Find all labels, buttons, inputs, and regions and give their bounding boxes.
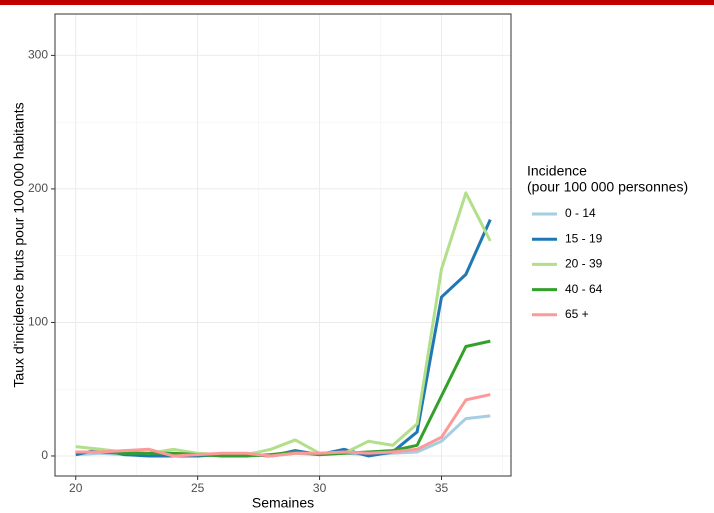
x-tick-label: 30 [313,481,327,495]
x-tick-label: 35 [435,481,449,495]
legend-label: 15 - 19 [565,231,603,245]
y-tick-label: 200 [28,181,48,195]
series-line [75,393,491,458]
plot-background [55,14,511,476]
top-bar [0,0,714,5]
x-tick-label: 20 [69,481,83,495]
y-tick-label: 100 [28,315,48,329]
y-tick-label: 0 [41,448,48,462]
legend-label: 20 - 39 [565,257,603,271]
legend-label: 65 + [565,307,589,321]
y-tick-label: 300 [28,48,48,62]
x-axis-label: Semaines [252,495,314,511]
legend-label: 0 - 14 [565,206,596,220]
y-axis-label: Taux d'incidence bruts pour 100 000 habi… [11,102,27,387]
legend-title: (pour 100 000 personnes) [527,179,688,195]
plot-border [54,13,512,477]
legend-title: Incidence [527,163,587,179]
x-tick-label: 25 [191,481,205,495]
legend-label: 40 - 64 [565,282,603,296]
